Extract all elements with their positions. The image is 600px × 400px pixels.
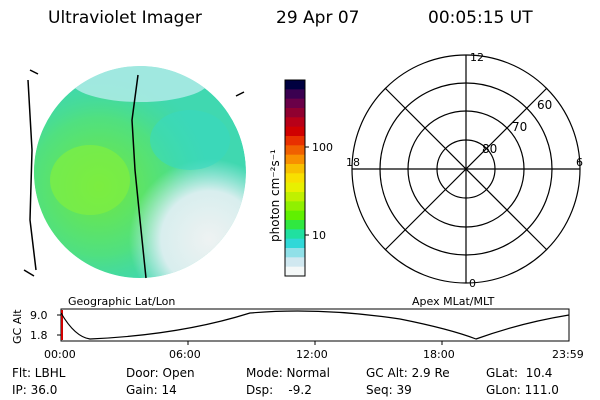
mlt-label-18: 18 — [346, 156, 360, 169]
colorbar-unit-label: photon cm⁻²s⁻¹ — [268, 149, 282, 242]
colorbar-segment — [285, 89, 305, 100]
timeline-ylabel: GC Alt — [11, 309, 24, 344]
status-seq: Seq: 39 — [366, 383, 412, 397]
status-door: Door: Open — [126, 366, 195, 380]
colorbar-segment — [285, 257, 305, 268]
polar-plot: 12 18 6 0 60 70 80 — [346, 51, 583, 290]
altitude-curve — [60, 310, 570, 340]
date-label: 29 Apr 07 — [276, 8, 360, 28]
status-glon: GLon: 111.0 — [486, 383, 559, 397]
colorbar-segment — [285, 173, 305, 184]
mlat-label-70: 70 — [512, 120, 527, 134]
polar-plot-label: Apex MLat/MLT — [412, 295, 495, 308]
colorbar-tick-100: 100 — [312, 141, 333, 154]
colorbar-segment — [285, 108, 305, 118]
colorbar-segment — [285, 201, 305, 212]
status-gain: Gain: 14 — [126, 383, 177, 397]
status-glat: GLat: 10.4 — [486, 366, 553, 380]
colorbar-segment — [285, 192, 305, 202]
status-filter: Flt: LBHL — [12, 366, 66, 380]
uv-disk-image — [34, 66, 246, 278]
uv-image-panel — [23, 66, 246, 279]
xtick-1800: 18:00 — [423, 348, 455, 361]
colorbar-gradient — [285, 80, 305, 277]
colorbar-segment — [285, 117, 305, 128]
colorbar-segment — [285, 210, 305, 221]
mlt-label-0: 0 — [469, 277, 476, 290]
status-dsp: Dsp: -9.2 — [246, 383, 312, 397]
colorbar-segment — [285, 164, 305, 174]
xtick-0000: 00:00 — [44, 348, 76, 361]
colorbar-segment — [285, 229, 305, 240]
mlt-label-12: 12 — [470, 51, 484, 64]
mlat-label-60: 60 — [537, 98, 552, 112]
geographic-grid — [23, 69, 245, 279]
colorbar-segment — [285, 182, 305, 193]
colorbar-segment — [285, 98, 305, 109]
ytick-1-8: 1.8 — [30, 329, 48, 342]
status-gc-alt: GC Alt: 2.9 Re — [366, 366, 450, 380]
mlat-label-80: 80 — [482, 142, 497, 156]
colorbar-segment — [285, 136, 305, 146]
colorbar-segment — [285, 145, 305, 156]
app-title: Ultraviolet Imager — [48, 8, 202, 28]
xtick-2359: 23:59 — [552, 348, 584, 361]
colorbar-tick-10: 10 — [312, 229, 326, 242]
status-mode: Mode: Normal — [246, 366, 330, 380]
mlt-label-6: 6 — [576, 156, 583, 169]
colorbar-segment — [285, 80, 305, 90]
left-map-label: Geographic Lat/Lon — [68, 295, 176, 308]
colorbar-segment — [285, 220, 305, 230]
ytick-9: 9.0 — [30, 309, 48, 322]
xtick-0600: 06:00 — [169, 348, 201, 361]
status-ip: IP: 36.0 — [12, 383, 58, 397]
xtick-1200: 12:00 — [296, 348, 328, 361]
colorbar-segment — [285, 154, 305, 165]
colorbar-segment — [285, 266, 305, 277]
colorbar-segment — [285, 238, 305, 249]
time-label: 00:05:15 UT — [428, 8, 533, 28]
colorbar: 100 10 — [284, 79, 333, 277]
colorbar-segment — [285, 126, 305, 137]
altitude-timeline: 9.0 1.8 00:00 06:00 12:00 18:00 23:59 — [30, 308, 584, 361]
colorbar-segment — [285, 248, 305, 258]
